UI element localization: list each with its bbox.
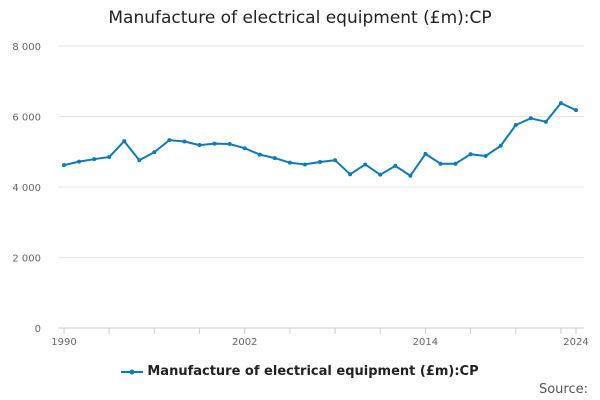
x-tick-label: 2002	[232, 337, 257, 348]
data-point	[107, 155, 112, 160]
data-point	[483, 153, 488, 158]
data-point	[543, 119, 548, 124]
y-tick-label: 6 000	[12, 113, 41, 124]
series-group	[62, 101, 578, 178]
data-point	[122, 139, 127, 144]
data-point	[227, 141, 232, 146]
x-axis: 1990 2002 2014 2024	[51, 327, 589, 348]
data-point	[77, 159, 82, 164]
gridlines	[58, 45, 584, 329]
source-label: Source:	[538, 382, 588, 397]
data-point	[182, 139, 187, 144]
x-tick-label: 2024	[563, 337, 588, 348]
y-tick-label: 8 000	[12, 42, 41, 53]
data-point	[513, 122, 518, 127]
data-point	[167, 138, 172, 143]
data-point	[408, 173, 413, 178]
data-point	[152, 150, 157, 155]
data-point	[212, 141, 217, 146]
data-point	[468, 152, 473, 157]
data-point	[62, 163, 66, 168]
chart-title: Manufacture of electrical equipment (£m)…	[108, 8, 492, 28]
data-point	[242, 146, 247, 151]
x-tick-label: 2014	[413, 337, 438, 348]
data-point	[438, 161, 443, 166]
data-point	[197, 143, 202, 148]
x-tick-label: 1990	[51, 337, 76, 348]
y-tick-label: 4 000	[12, 183, 41, 194]
y-tick-label: 0	[35, 324, 41, 335]
legend: Manufacture of electrical equipment (£m)…	[0, 364, 600, 379]
data-point	[257, 152, 262, 157]
data-point	[287, 160, 292, 165]
data-point	[558, 101, 563, 106]
data-point	[272, 156, 277, 161]
data-point	[423, 151, 428, 156]
data-point	[393, 163, 398, 168]
legend-label: Manufacture of electrical equipment (£m)…	[147, 364, 479, 379]
data-point	[528, 116, 533, 121]
data-point	[92, 157, 97, 162]
data-point	[137, 158, 142, 163]
data-point	[378, 172, 383, 177]
data-point	[348, 172, 353, 177]
y-tick-label: 2 000	[12, 254, 41, 265]
data-point	[318, 159, 322, 164]
series-line	[63, 102, 577, 177]
legend-swatch	[121, 369, 144, 374]
data-point	[498, 143, 503, 148]
data-point	[333, 158, 338, 163]
data-point	[363, 162, 368, 167]
y-axis: 0 2 000 4 000 6 000 8 000	[12, 42, 41, 335]
data-point	[453, 161, 458, 166]
data-point	[574, 108, 578, 113]
data-point	[302, 162, 307, 167]
